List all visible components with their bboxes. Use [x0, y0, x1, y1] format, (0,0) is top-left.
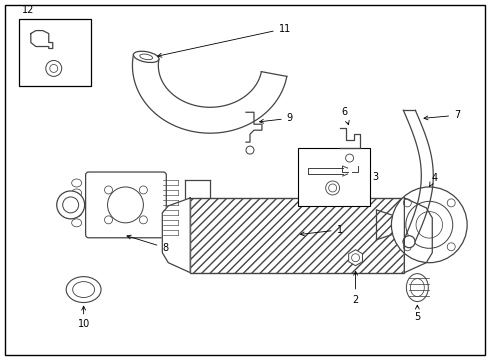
Text: 8: 8	[127, 235, 169, 253]
Circle shape	[447, 199, 455, 207]
Ellipse shape	[140, 54, 152, 60]
Ellipse shape	[73, 282, 95, 298]
Text: 4: 4	[430, 173, 438, 186]
Ellipse shape	[72, 209, 82, 217]
Circle shape	[140, 216, 147, 224]
Text: 11: 11	[158, 24, 291, 57]
Text: 5: 5	[414, 305, 420, 323]
Ellipse shape	[72, 219, 82, 227]
Ellipse shape	[72, 199, 82, 207]
Circle shape	[140, 186, 147, 194]
Text: 7: 7	[424, 110, 460, 120]
Text: 6: 6	[342, 107, 349, 125]
Circle shape	[392, 187, 467, 263]
Circle shape	[447, 243, 455, 251]
Circle shape	[63, 197, 78, 213]
Text: 1: 1	[300, 225, 343, 236]
Ellipse shape	[406, 274, 428, 302]
Polygon shape	[404, 198, 432, 273]
Bar	[298, 148, 369, 206]
Circle shape	[50, 64, 58, 72]
Text: 12: 12	[22, 5, 34, 15]
Circle shape	[403, 236, 415, 248]
Circle shape	[416, 212, 442, 238]
Ellipse shape	[133, 51, 159, 63]
Ellipse shape	[66, 276, 101, 302]
FancyBboxPatch shape	[86, 172, 166, 238]
Circle shape	[352, 254, 360, 262]
Circle shape	[329, 184, 337, 192]
Circle shape	[326, 181, 340, 195]
Bar	[190, 198, 404, 273]
Circle shape	[403, 243, 411, 251]
Bar	[19, 19, 91, 86]
Text: 10: 10	[77, 306, 90, 329]
Text: 3: 3	[372, 172, 379, 182]
Text: 2: 2	[352, 271, 359, 305]
Circle shape	[104, 186, 113, 194]
Text: 9: 9	[260, 113, 293, 123]
Circle shape	[406, 201, 453, 248]
Ellipse shape	[410, 279, 424, 297]
Polygon shape	[162, 198, 190, 273]
Circle shape	[345, 154, 354, 162]
Circle shape	[246, 146, 254, 154]
Circle shape	[46, 60, 62, 76]
Circle shape	[57, 191, 85, 219]
Circle shape	[403, 199, 411, 207]
Circle shape	[107, 187, 144, 223]
Ellipse shape	[72, 179, 82, 187]
Ellipse shape	[72, 189, 82, 197]
Circle shape	[104, 216, 113, 224]
